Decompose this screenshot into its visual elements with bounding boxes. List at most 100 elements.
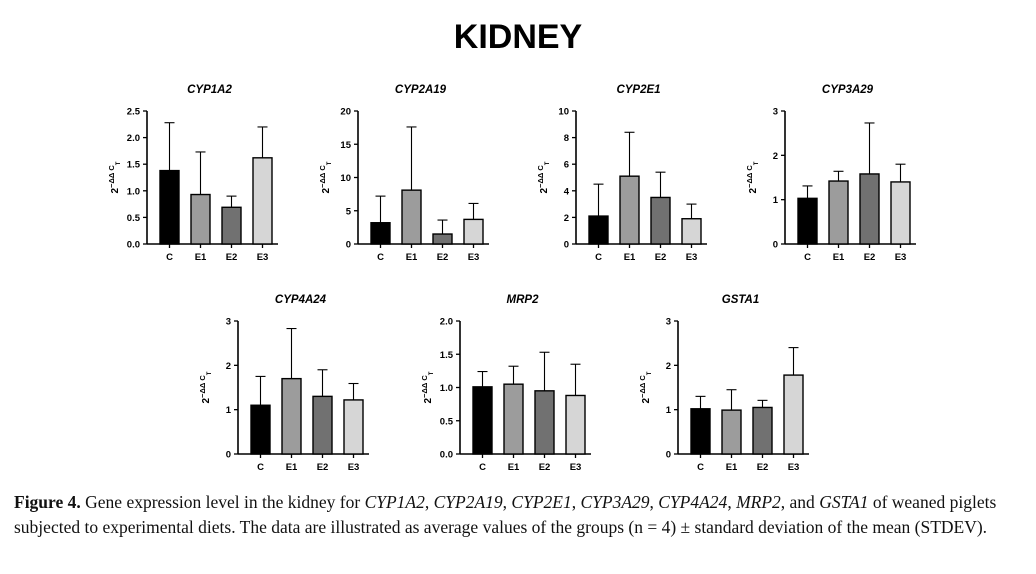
y-tick-label-cyp3a29: 1 bbox=[773, 195, 779, 206]
y-tick-label-cyp2e1: 10 bbox=[558, 107, 569, 118]
y-tick-label-cyp1a2: 2.5 bbox=[127, 107, 141, 118]
figure-caption: Figure 4. Gene expression level in the k… bbox=[14, 490, 1024, 540]
y-tick-label-mrp2: 0.5 bbox=[440, 416, 454, 427]
caption-sep-1: , bbox=[424, 492, 434, 512]
y-axis-label-mrp2: 2−ΔΔ CT bbox=[420, 371, 435, 403]
y-tick-label-cyp4a24: 2 bbox=[226, 361, 231, 372]
chart-title-cyp4a24: CYP4A24 bbox=[275, 294, 327, 306]
y-tick-label-cyp1a2: 1.5 bbox=[127, 160, 141, 171]
x-tick-label-gsta1-e2: E2 bbox=[757, 462, 769, 473]
bar-cyp1a2-e2 bbox=[221, 206, 242, 245]
caption-gene-7: GSTA1 bbox=[819, 492, 869, 512]
bar-cyp2e1-e1 bbox=[619, 175, 640, 245]
bar-cyp4a24-e3 bbox=[343, 399, 364, 455]
y-tick-label-cyp2a19: 10 bbox=[340, 173, 351, 184]
x-tick-label-cyp4a24-e1: E1 bbox=[286, 462, 298, 473]
bar-cyp4a24-e2 bbox=[312, 395, 333, 455]
chart-cyp2e1: CYP2E1 2−ΔΔ CT 0 2 4 6 8 10 C E1 E2 E3 bbox=[536, 84, 707, 263]
bar-cyp3a29-e3 bbox=[890, 181, 911, 245]
x-tick-label-cyp2a19-e1: E1 bbox=[406, 252, 418, 263]
chart-title-cyp3a29: CYP3A29 bbox=[822, 84, 874, 96]
caption-sep-2: , bbox=[502, 492, 512, 512]
x-tick-label-gsta1-e1: E1 bbox=[726, 462, 738, 473]
y-tick-label-gsta1: 1 bbox=[666, 405, 672, 416]
caption-sep-3: , bbox=[571, 492, 581, 512]
bar-cyp4a24-e1 bbox=[281, 377, 302, 455]
chart-title-cyp2e1: CYP2E1 bbox=[616, 84, 660, 96]
y-axis-label-cyp2a19: 2−ΔΔ CT bbox=[318, 161, 333, 193]
caption-gene-1: CYP1A2 bbox=[364, 492, 425, 512]
y-tick-label-cyp4a24: 1 bbox=[226, 405, 232, 416]
bar-gsta1-e3 bbox=[783, 374, 804, 455]
x-tick-label-cyp4a24-c: C bbox=[257, 462, 264, 473]
y-axis-label-cyp4a24: 2−ΔΔ CT bbox=[198, 371, 213, 403]
y-axis-label-cyp3a29: 2−ΔΔ CT bbox=[745, 161, 760, 193]
chart-cyp1a2: CYP1A2 2−ΔΔ CT 0.0 0.5 1.0 1.5 2.0 2.5 C E1 E2 E3 bbox=[107, 84, 278, 263]
x-tick-label-cyp3a29-c: C bbox=[804, 252, 811, 263]
x-tick-label-cyp3a29-e2: E2 bbox=[864, 252, 876, 263]
y-tick-label-cyp2e1: 0 bbox=[564, 240, 569, 251]
y-tick-label-gsta1: 3 bbox=[666, 317, 671, 328]
x-tick-label-cyp2a19-e2: E2 bbox=[437, 252, 449, 263]
bar-mrp2-e1 bbox=[503, 383, 524, 455]
y-tick-label-cyp2e1: 2 bbox=[564, 213, 569, 224]
bar-cyp1a2-e1 bbox=[190, 193, 211, 245]
bar-cyp1a2-e3 bbox=[252, 157, 273, 245]
chart-mrp2: MRP2 2−ΔΔ CT 0.0 0.5 1.0 1.5 2.0 C E1 E2 E3 bbox=[420, 294, 591, 473]
figure-title: KIDNEY bbox=[453, 18, 583, 56]
y-tick-label-cyp2a19: 0 bbox=[346, 240, 351, 251]
caption-sep-4: , bbox=[649, 492, 659, 512]
bar-cyp2a19-c bbox=[370, 222, 391, 245]
bar-gsta1-c bbox=[690, 408, 711, 455]
y-tick-label-cyp2e1: 8 bbox=[564, 133, 569, 144]
x-tick-label-cyp2a19-e3: E3 bbox=[468, 252, 480, 263]
caption-sep-5: , bbox=[727, 492, 737, 512]
y-tick-label-cyp2a19: 15 bbox=[340, 140, 351, 151]
x-tick-label-mrp2-e1: E1 bbox=[508, 462, 520, 473]
x-tick-label-cyp1a2-e3: E3 bbox=[257, 252, 269, 263]
y-tick-label-mrp2: 0.0 bbox=[440, 450, 453, 461]
y-axis-label-gsta1: 2−ΔΔ CT bbox=[638, 371, 653, 403]
x-tick-label-cyp2e1-c: C bbox=[595, 252, 602, 263]
y-tick-label-cyp1a2: 1.0 bbox=[127, 186, 140, 197]
caption-text-1: Gene expression level in the kidney for bbox=[80, 492, 365, 512]
y-tick-label-cyp3a29: 2 bbox=[773, 151, 778, 162]
chart-title-gsta1: GSTA1 bbox=[722, 294, 760, 306]
bar-gsta1-e2 bbox=[752, 406, 773, 455]
bar-cyp2a19-e3 bbox=[463, 218, 484, 245]
y-tick-label-cyp1a2: 2.0 bbox=[127, 133, 140, 144]
y-tick-label-gsta1: 0 bbox=[666, 450, 671, 461]
bar-mrp2-e2 bbox=[534, 390, 555, 455]
bar-gsta1-e1 bbox=[721, 409, 742, 455]
x-tick-label-gsta1-c: C bbox=[697, 462, 704, 473]
chart-title-mrp2: MRP2 bbox=[507, 294, 540, 306]
chart-title-cyp1a2: CYP1A2 bbox=[187, 84, 232, 96]
caption-sep-6: , and bbox=[780, 492, 820, 512]
x-tick-label-cyp1a2-c: C bbox=[166, 252, 173, 263]
charts-canvas: CYP1A2 2−ΔΔ CT 0.0 0.5 1.0 1.5 2.0 2.5 C E1 E2 E3 CY… bbox=[107, 84, 916, 473]
x-tick-label-gsta1-e3: E3 bbox=[788, 462, 800, 473]
bar-cyp2a19-e1 bbox=[401, 189, 422, 245]
bar-cyp4a24-c bbox=[250, 404, 271, 455]
y-tick-label-cyp2a19: 5 bbox=[346, 206, 352, 217]
bar-cyp3a29-e2 bbox=[859, 173, 880, 245]
bar-cyp3a29-e1 bbox=[828, 180, 849, 245]
y-tick-label-cyp4a24: 0 bbox=[226, 450, 231, 461]
x-tick-label-mrp2-c: C bbox=[479, 462, 486, 473]
y-tick-label-cyp2e1: 4 bbox=[564, 186, 570, 197]
chart-cyp4a24: CYP4A24 2−ΔΔ CT 0 1 2 3 C E1 E2 E3 bbox=[198, 294, 369, 473]
bar-cyp3a29-c bbox=[797, 197, 818, 245]
chart-cyp2a19: CYP2A19 2−ΔΔ CT 0 5 10 15 20 C E1 E2 E3 bbox=[318, 84, 489, 263]
caption-gene-2: CYP2A19 bbox=[433, 492, 503, 512]
y-tick-label-cyp1a2: 0.5 bbox=[127, 213, 141, 224]
bar-cyp2a19-e2 bbox=[432, 233, 453, 245]
y-tick-label-cyp2a19: 20 bbox=[340, 107, 351, 118]
caption-gene-4: CYP3A29 bbox=[580, 492, 650, 512]
x-tick-label-cyp3a29-e3: E3 bbox=[895, 252, 907, 263]
x-tick-label-mrp2-e3: E3 bbox=[570, 462, 582, 473]
y-tick-label-cyp2e1: 6 bbox=[564, 160, 569, 171]
x-tick-label-mrp2-e2: E2 bbox=[539, 462, 551, 473]
bar-cyp2e1-e3 bbox=[681, 218, 702, 245]
bar-cyp2e1-e2 bbox=[650, 196, 671, 245]
x-tick-label-cyp1a2-e2: E2 bbox=[226, 252, 238, 263]
